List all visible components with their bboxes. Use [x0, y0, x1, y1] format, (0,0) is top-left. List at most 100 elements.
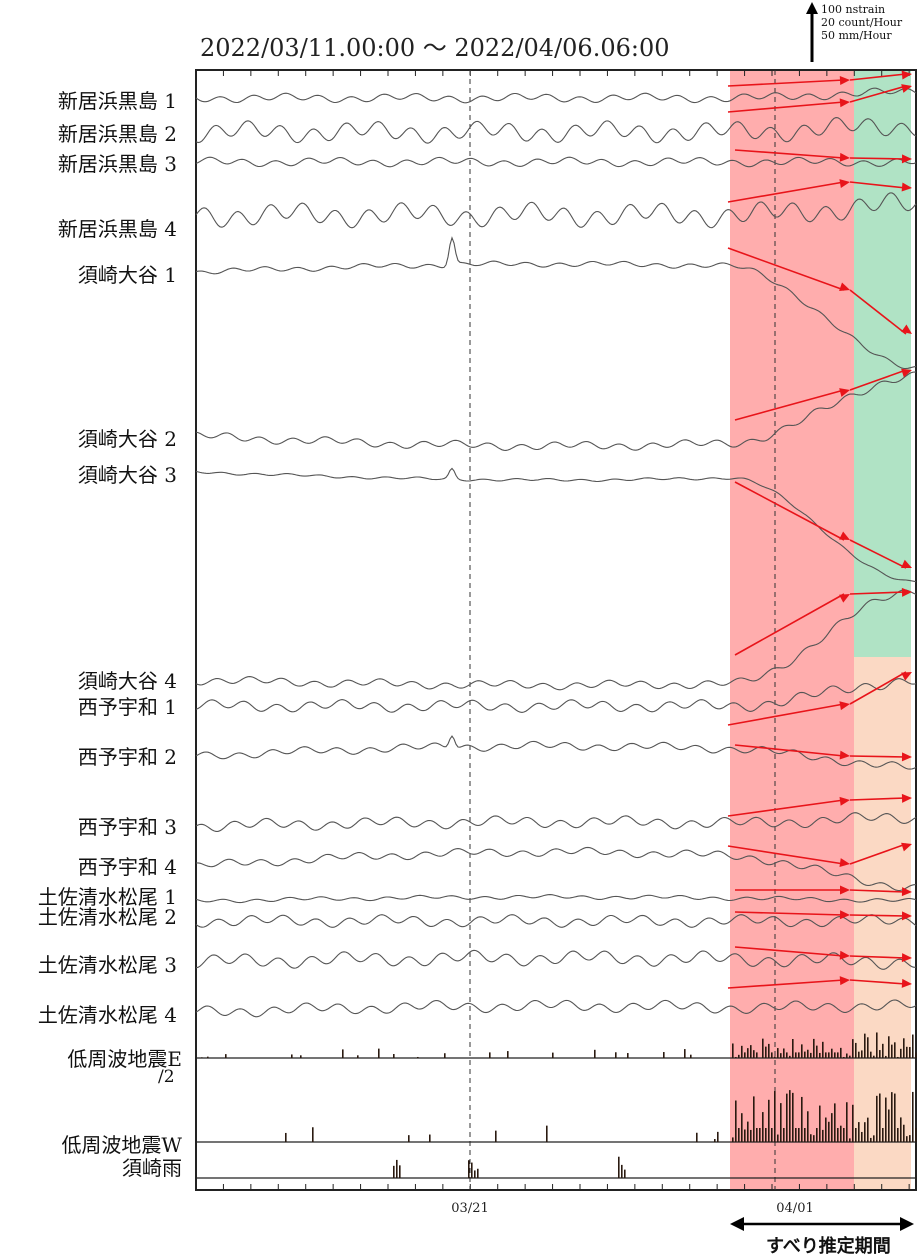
count-bar: [615, 1052, 617, 1058]
count-bar: [765, 1046, 767, 1058]
count-bar: [762, 1112, 764, 1142]
count-bar: [396, 1159, 398, 1178]
count-bar: [741, 1045, 743, 1058]
trend-arrow: [849, 979, 907, 985]
trend-arrow: [849, 889, 907, 893]
count-bar: [867, 1117, 869, 1142]
count-bar: [849, 1055, 851, 1058]
scale-legend: 100 nstrain 20 count/Hour 50 mm/Hour: [806, 2, 903, 62]
count-bar: [393, 1054, 395, 1058]
trend-arrow-head-icon: [901, 752, 912, 762]
trend-arrow: [727, 799, 845, 817]
count-bar: [753, 1096, 755, 1142]
series-line: [195, 467, 917, 583]
count-bar: [624, 1169, 626, 1178]
series-label: 土佐清水松尾 4: [38, 1003, 177, 1027]
count-bar: [285, 1132, 287, 1142]
trend-arrow-head-icon: [901, 559, 912, 568]
trend-arrow-head-icon: [839, 179, 850, 189]
count-bar: [741, 1113, 743, 1142]
scale-strain: 100 nstrain: [821, 3, 885, 16]
scale-rain: 50 mm/Hour: [821, 29, 892, 42]
trend-arrow-head-icon: [901, 793, 912, 803]
series-labels: 新居浜黒島 1 新居浜黒島 2 新居浜黒島 3 新居浜黒島 4 須崎大谷 1 須崎大谷 2…: [38, 89, 183, 1180]
trend-arrow: [727, 979, 845, 989]
series-label: 須崎雨: [122, 1156, 182, 1180]
count-bar: [873, 1135, 875, 1142]
series-label: 西予宇和 1: [78, 695, 177, 719]
count-bar: [849, 1138, 851, 1142]
count-bar: [489, 1052, 491, 1058]
trend-arrow-head-icon: [901, 911, 912, 921]
count-bar: [792, 1092, 794, 1142]
count-bar: [756, 1052, 758, 1058]
trend-arrow-head-icon: [839, 701, 850, 711]
bottom-day-ticks: [195, 1184, 910, 1190]
trend-arrow: [849, 539, 907, 569]
trend-arrow: [849, 671, 907, 705]
count-bar: [627, 1053, 629, 1058]
count-bar: [774, 1056, 776, 1058]
trend-arrow: [849, 797, 907, 801]
count-bar: [408, 1135, 410, 1142]
trend-arrow-head-icon: [839, 976, 850, 986]
count-bar: [837, 1128, 839, 1142]
trend-arrow: [727, 101, 845, 113]
series-line: [195, 678, 917, 713]
trend-arrow: [727, 79, 845, 87]
count-bar: [906, 1136, 908, 1142]
count-bar: [867, 1037, 869, 1058]
count-bar: [738, 1054, 740, 1058]
trend-arrow-head-icon: [839, 388, 850, 397]
count-bar: [912, 1091, 914, 1142]
trend-arrow: [734, 911, 845, 916]
count-bar: [774, 1091, 776, 1142]
trend-arrow-head-icon: [901, 84, 912, 93]
count-bar: [825, 1117, 827, 1142]
trend-arrow-head-icon: [901, 672, 912, 681]
count-bar: [885, 1097, 887, 1142]
trend-arrow-head-icon: [839, 152, 850, 162]
trend-arrow: [734, 481, 845, 541]
series-label: 低周波地震E: [67, 1047, 182, 1071]
trend-arrow-head-icon: [839, 950, 850, 960]
count-bar: [444, 1053, 446, 1058]
trend-arrow: [849, 289, 907, 335]
trend-arrow-head-icon: [901, 182, 912, 192]
trend-arrow: [849, 369, 907, 391]
count-bar: [819, 1105, 821, 1142]
count-bar: [855, 1042, 857, 1058]
trend-arrow-head-icon: [839, 75, 850, 85]
count-bar: [906, 1046, 908, 1058]
series-label: 西予宇和 2: [78, 745, 177, 769]
count-bar: [879, 1093, 881, 1142]
count-bar: [894, 1042, 896, 1058]
series-label: 新居浜黒島 2: [58, 122, 177, 146]
count-bar: [861, 1131, 863, 1142]
period-indicator: すべり推定期間: [730, 1217, 914, 1257]
count-bar: [780, 1103, 782, 1142]
count-bar: [732, 1137, 734, 1142]
count-bar: [768, 1043, 770, 1058]
peach-band: [854, 657, 911, 1190]
trend-arrow-head-icon: [839, 282, 850, 291]
count-bar: [861, 1050, 863, 1058]
count-bar: [846, 1053, 848, 1058]
series-label: 須崎大谷 3: [78, 463, 177, 487]
count-bar: [717, 1131, 719, 1142]
count-bar: [393, 1165, 395, 1178]
series-label: 須崎大谷 2: [78, 427, 177, 451]
trend-arrow-head-icon: [839, 594, 850, 603]
series-line: [195, 117, 917, 144]
count-bar: [399, 1165, 401, 1178]
trend-arrow: [734, 389, 845, 421]
count-bar: [747, 1048, 749, 1058]
trend-arrows: [727, 70, 912, 989]
count-bar: [771, 1128, 773, 1142]
count-bar: [804, 1051, 806, 1058]
series-line: [195, 914, 917, 928]
count-bar: [468, 1160, 470, 1178]
count-bar: [879, 1050, 881, 1058]
count-bar: [810, 1134, 812, 1142]
trend-arrow: [849, 591, 907, 595]
